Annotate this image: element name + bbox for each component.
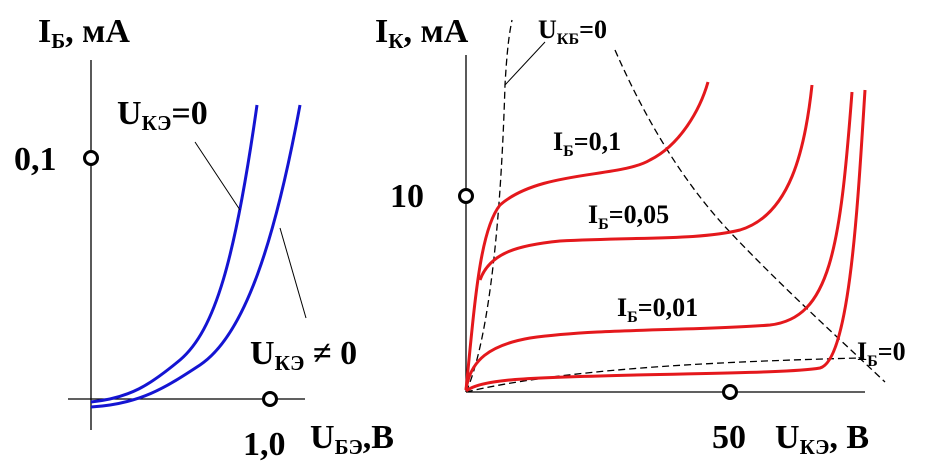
t: БЭ — [335, 435, 363, 459]
t: К — [388, 29, 404, 53]
t: Б — [627, 309, 638, 326]
tick-dot — [722, 384, 738, 400]
x-label: UКЭ, В — [775, 419, 869, 459]
curve — [464, 91, 854, 391]
t: I — [588, 200, 598, 229]
curve-label: IБ=0,05 — [588, 200, 669, 233]
t: КЭ — [275, 351, 305, 375]
t: , В — [829, 419, 869, 456]
t: U — [775, 419, 800, 456]
t: U — [117, 95, 142, 132]
t: U — [310, 419, 335, 456]
curve-label: UКЭ ≠ 0 — [250, 335, 357, 375]
x-label: UБЭ,В — [310, 419, 394, 459]
curve-zero — [90, 104, 259, 404]
t: I — [617, 293, 627, 322]
t: Б — [563, 143, 574, 160]
t: Б — [867, 353, 878, 370]
y-label: IК, мА — [375, 13, 469, 53]
curve-label: IБ=0,01 — [617, 293, 698, 326]
t: =0,1 — [574, 127, 621, 156]
t: =0 — [171, 95, 207, 132]
y-label: IБ, мА — [38, 13, 130, 53]
t: ,В — [363, 419, 394, 456]
t: КЭ — [800, 435, 830, 459]
t: Б — [598, 216, 609, 233]
t: КЭ — [142, 111, 172, 135]
t: =0,05 — [609, 200, 669, 229]
t: I — [38, 13, 51, 50]
leader — [194, 141, 241, 211]
tick-dot — [458, 188, 474, 204]
curve-label: IБ=0,1 — [553, 127, 621, 160]
power-dashed — [614, 49, 886, 383]
curve — [478, 84, 814, 281]
tick-dot — [83, 150, 99, 166]
t: Б — [51, 29, 65, 53]
boundary-label: UКБ=0 — [538, 15, 607, 48]
y-tick: 0,1 — [14, 141, 57, 178]
curve-nonzero — [90, 104, 302, 409]
leader — [504, 41, 546, 86]
curve — [465, 89, 867, 393]
t: I — [857, 337, 867, 366]
t: =0,01 — [638, 293, 698, 322]
leader — [279, 227, 307, 319]
t: , мА — [65, 13, 130, 50]
t: ≠ 0 — [304, 335, 357, 372]
t: КБ — [557, 31, 579, 48]
x-tick: 1,0 — [243, 426, 286, 463]
cutoff-dashed — [465, 357, 861, 393]
curve-label: IБ=0 — [857, 337, 906, 370]
curve — [464, 81, 710, 391]
t: =0 — [579, 15, 607, 44]
t: U — [538, 15, 557, 44]
t: , мА — [404, 13, 469, 50]
y-tick: 10 — [390, 178, 424, 215]
t: I — [375, 13, 388, 50]
t: =0 — [878, 337, 906, 366]
boundary-dashed — [465, 19, 513, 393]
curve-label: UКЭ=0 — [117, 95, 208, 135]
t: I — [553, 127, 563, 156]
t: U — [250, 335, 275, 372]
tick-dot — [262, 391, 278, 407]
x-tick: 50 — [712, 419, 746, 456]
